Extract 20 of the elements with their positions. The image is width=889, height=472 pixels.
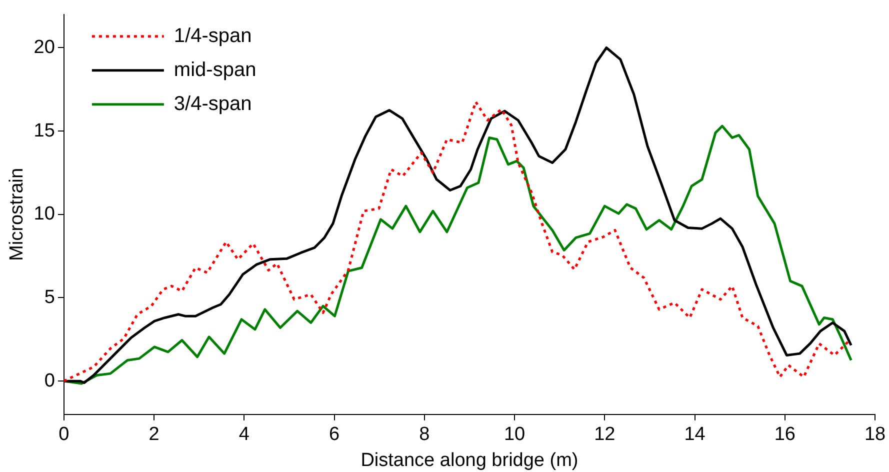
x-tick-label: 10 [504, 424, 526, 446]
legend-label: 3/4-span [174, 92, 252, 115]
y-tick-label: 10 [34, 204, 55, 225]
y-tick-label: 15 [34, 120, 55, 142]
y-tick-label: 20 [34, 36, 55, 58]
legend-label: mid-span [174, 58, 256, 81]
x-tick-label: 6 [329, 424, 340, 446]
x-tick-label: 2 [148, 424, 160, 446]
x-tick-label: 16 [774, 424, 796, 446]
x-tick-label: 14 [684, 424, 706, 446]
x-tick-label: 8 [419, 424, 430, 446]
x-axis-title: Distance along bridge (m) [360, 450, 578, 471]
x-tick-label: 12 [594, 424, 616, 446]
y-tick-label: 0 [44, 370, 55, 392]
y-axis-title: Microstrain [6, 168, 28, 261]
x-tick-label: 0 [58, 424, 70, 446]
x-tick-label: 18 [864, 424, 886, 446]
legend-label: 1/4-span [174, 24, 252, 47]
y-tick-label: 5 [44, 286, 55, 308]
x-tick-label: 4 [238, 424, 250, 446]
